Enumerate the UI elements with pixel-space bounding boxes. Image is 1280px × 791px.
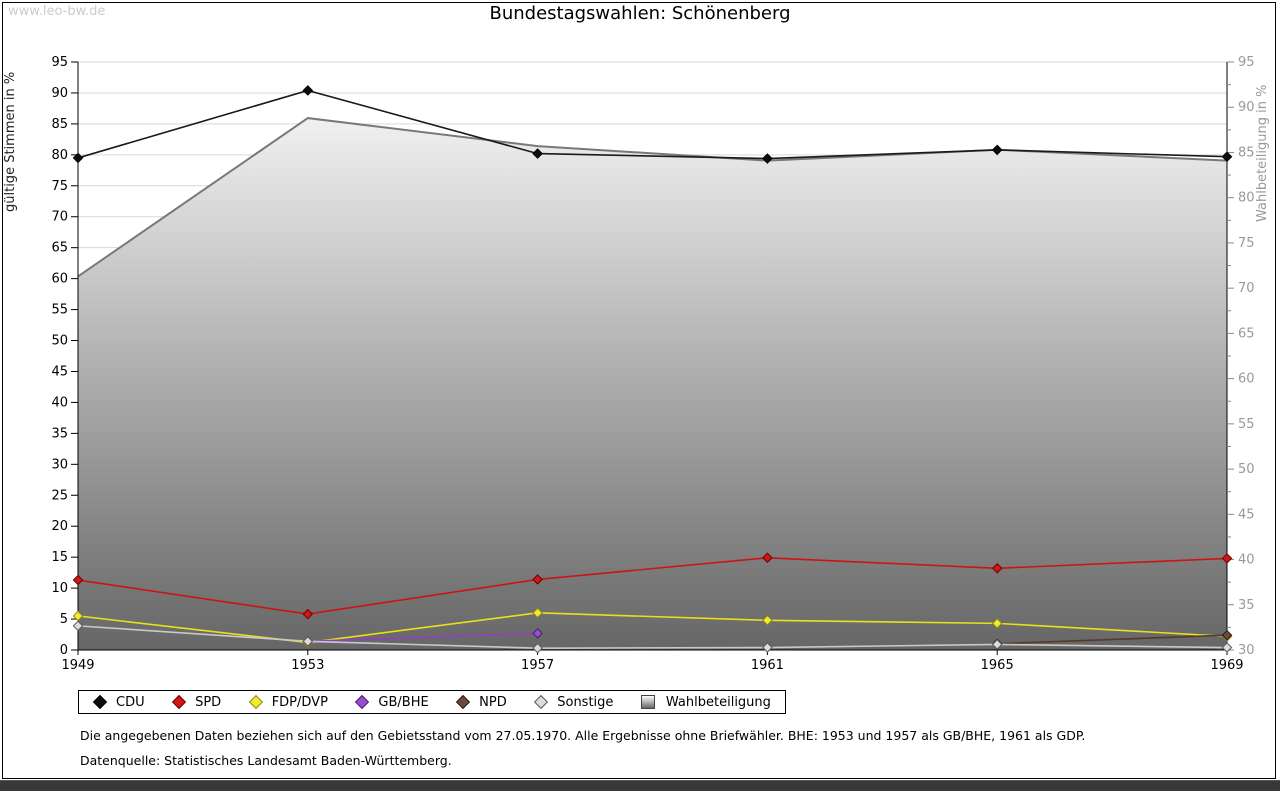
svg-text:35: 35	[51, 426, 68, 441]
svg-text:70: 70	[1238, 281, 1255, 296]
svg-text:20: 20	[51, 519, 68, 534]
svg-text:65: 65	[1238, 326, 1255, 341]
svg-text:50: 50	[51, 334, 68, 349]
legend-label: CDU	[116, 694, 145, 710]
series-sonstige	[72, 620, 1233, 654]
legend-label: SPD	[195, 694, 222, 710]
svg-text:1965: 1965	[981, 658, 1014, 673]
svg-text:55: 55	[1238, 417, 1255, 432]
diamond-marker-icon	[248, 694, 263, 710]
svg-text:80: 80	[1238, 191, 1255, 206]
svg-text:1949: 1949	[61, 658, 94, 673]
gradient-square-icon	[640, 695, 655, 709]
svg-text:60: 60	[1238, 372, 1255, 387]
legend-item-cdu: CDU	[92, 694, 145, 710]
chart-legend: CDU SPD FDP/DVP GB/BHE NPD Sonstige Wahlbeteil…	[78, 690, 786, 714]
svg-text:80: 80	[51, 148, 68, 163]
page-title: Bundestagswahlen: Schönenberg	[489, 3, 791, 24]
svg-text:60: 60	[51, 272, 68, 287]
watermark: www.leo-bw.de	[8, 4, 106, 19]
chart-svg: 0510152025303540455055606570758085909530…	[3, 55, 1270, 673]
svg-text:15: 15	[51, 550, 68, 565]
svg-text:40: 40	[51, 395, 68, 410]
legend-label: Wahlbeteiligung	[665, 694, 771, 710]
legend-label: NPD	[479, 694, 507, 710]
series-wahlbeteiligung	[77, 117, 1228, 650]
legend-label: Sonstige	[557, 694, 614, 710]
svg-text:45: 45	[1238, 507, 1255, 522]
svg-text:1969: 1969	[1210, 658, 1243, 673]
diamond-marker-icon	[534, 694, 549, 710]
series-spd	[72, 552, 1233, 620]
diamond-marker-icon	[172, 694, 187, 710]
legend-item-wahlbeteiligung: Wahlbeteiligung	[640, 694, 771, 710]
legend-item-gb-bhe: GB/BHE	[355, 694, 429, 710]
svg-text:95: 95	[51, 55, 68, 70]
svg-text:50: 50	[1238, 462, 1255, 477]
legend-item-spd: SPD	[172, 695, 221, 710]
svg-text:40: 40	[1238, 553, 1255, 568]
svg-text:55: 55	[51, 303, 68, 318]
legend-item-fdp-dvp: FDP/DVP	[248, 694, 328, 710]
right-axis-title: Wahlbeteiligung in %	[1255, 85, 1270, 222]
svg-text:75: 75	[51, 179, 68, 194]
svg-text:85: 85	[51, 117, 68, 132]
svg-text:35: 35	[1238, 598, 1255, 613]
svg-text:95: 95	[1238, 55, 1255, 70]
svg-text:1957: 1957	[521, 658, 554, 673]
diamond-marker-icon	[92, 694, 108, 710]
svg-text:90: 90	[51, 86, 68, 101]
legend-item-sonstige: Sonstige	[534, 695, 613, 710]
svg-text:10: 10	[51, 581, 68, 596]
svg-text:25: 25	[51, 488, 68, 503]
svg-text:75: 75	[1238, 236, 1255, 251]
left-axis-ticks: 0 5 10 15 20 25 30 35 40 45 50 55 60 65 70 75 80 85 90 95	[51, 55, 78, 658]
svg-text:5: 5	[60, 612, 68, 627]
diamond-marker-icon	[355, 694, 370, 710]
election-chart: 0 5 10 15 20 25 30 35 40 45 50 55 60 65 70 75 80 85 90 95 30…	[3, 55, 1270, 673]
svg-text:30: 30	[51, 457, 68, 472]
legend-label: GB/BHE	[378, 694, 429, 710]
svg-text:85: 85	[1238, 145, 1255, 160]
series-cdu	[72, 85, 1233, 164]
footnote-datenquelle: Datenquelle: Statistisches Landesamt Bad…	[80, 753, 452, 768]
svg-text:1961: 1961	[751, 658, 784, 673]
diamond-marker-icon	[456, 694, 471, 710]
left-axis-title: gültige Stimmen in %	[3, 72, 18, 212]
legend-item-npd: NPD	[456, 695, 507, 710]
footnote-gebietsstand: Die angegebenen Daten beziehen sich auf …	[80, 728, 1086, 743]
svg-text:45: 45	[51, 364, 68, 379]
x-axis-ticks: 1949 1953 1957 1961 1965 1969	[61, 650, 1244, 673]
svg-text:90: 90	[1238, 100, 1255, 115]
svg-text:0: 0	[60, 643, 68, 658]
right-axis-ticks: 30 35 40 45 50 55 60 65 70 75 80 85 90 95	[1227, 55, 1255, 658]
svg-text:70: 70	[51, 210, 68, 225]
legend-label: FDP/DVP	[271, 694, 328, 710]
svg-text:65: 65	[51, 241, 68, 256]
bottom-bar	[0, 780, 1280, 791]
svg-text:30: 30	[1238, 643, 1255, 658]
svg-text:1953: 1953	[291, 658, 324, 673]
